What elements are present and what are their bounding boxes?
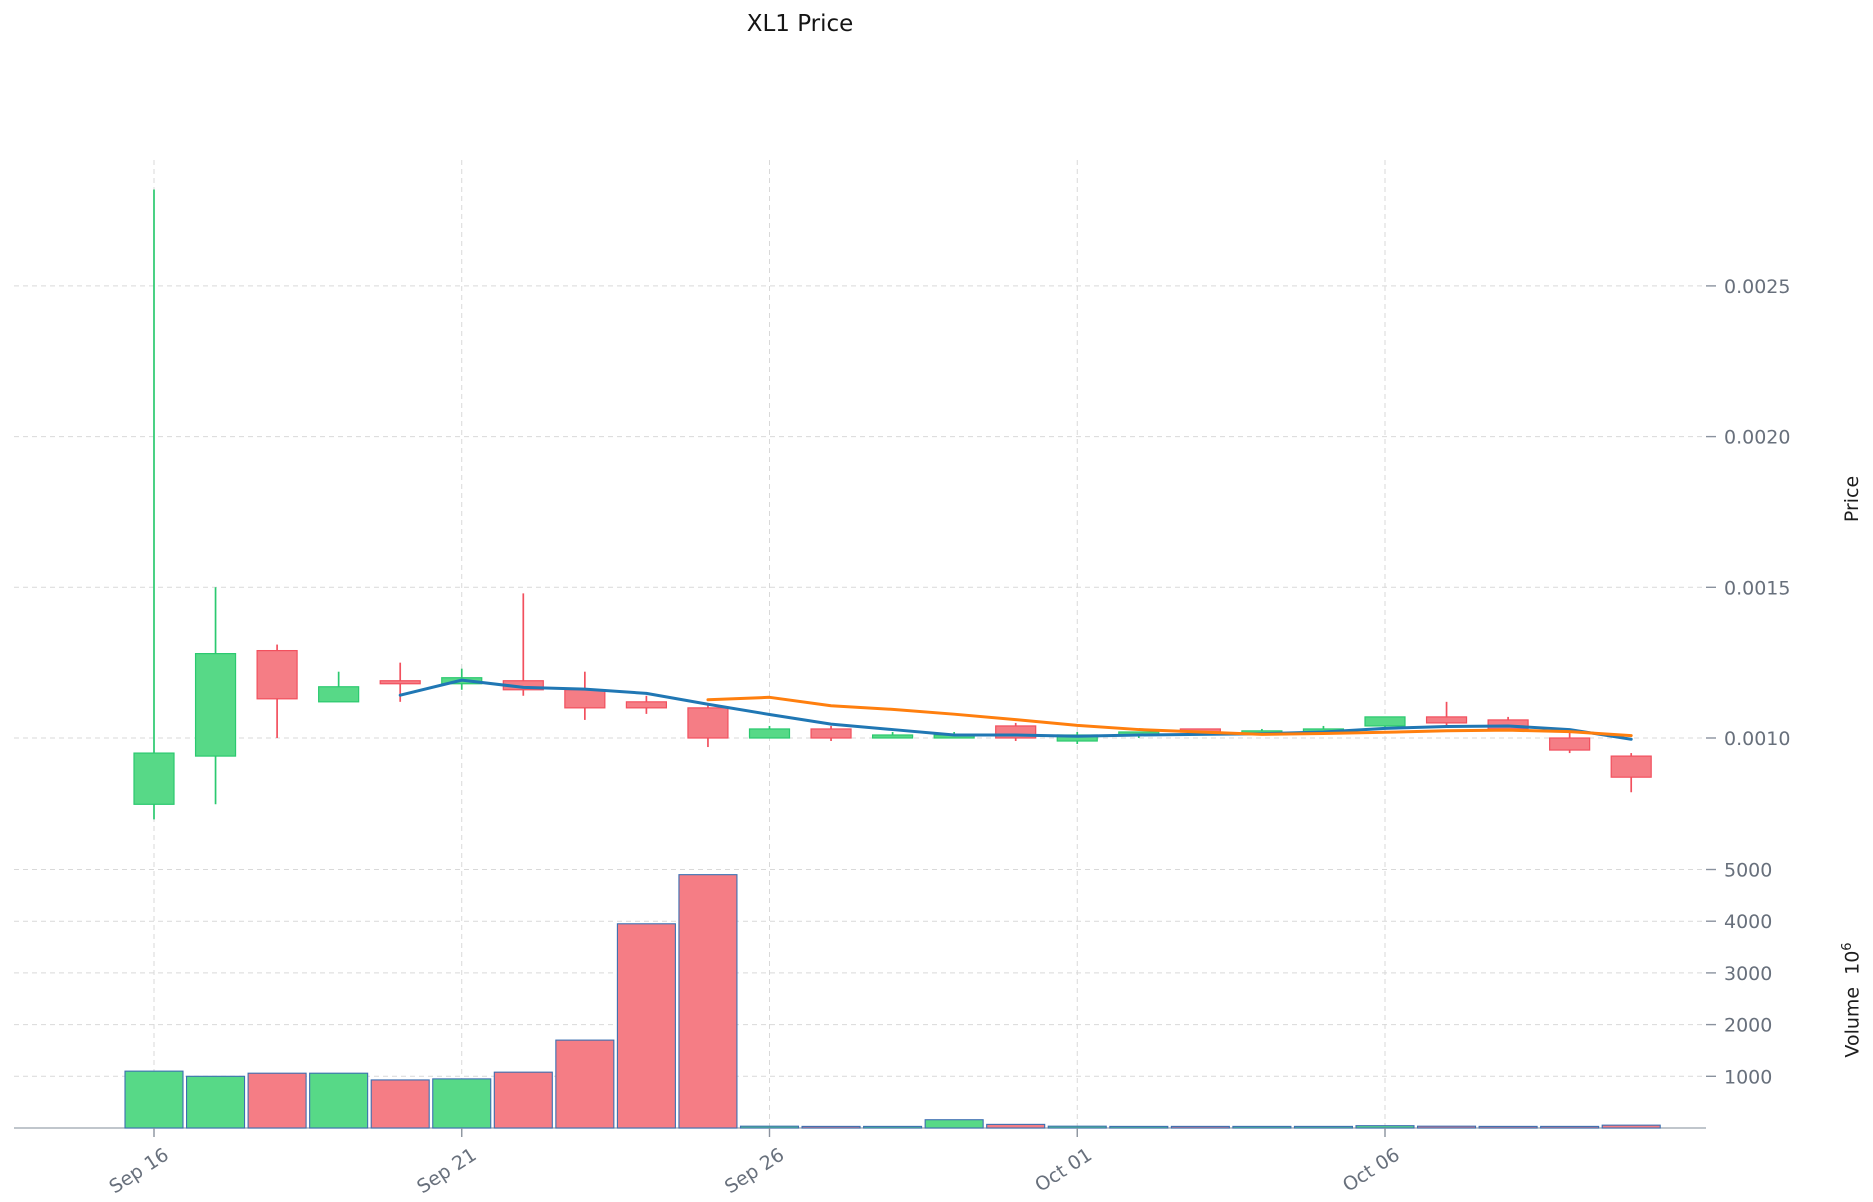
- candle: [871, 731, 914, 739]
- volume-bar: [1417, 1125, 1477, 1129]
- volume-tick-label: 4000: [1724, 911, 1772, 933]
- volume-tick-label: 5000: [1724, 860, 1772, 882]
- candle-body: [1610, 755, 1652, 778]
- candle-body: [256, 649, 298, 700]
- volume-bar: [616, 923, 676, 1129]
- volume-axis-label-text: Volume: [1841, 986, 1864, 1058]
- volume-bar: [370, 1079, 430, 1129]
- volume-bar: [739, 1125, 800, 1129]
- candle: [625, 695, 668, 714]
- candle-body: [194, 653, 237, 757]
- volume-bar: [247, 1072, 307, 1129]
- volume-bar: [555, 1039, 615, 1129]
- candle-body: [379, 680, 421, 685]
- candle: [194, 587, 237, 805]
- candle-body: [1364, 716, 1406, 727]
- volume-bar: [1601, 1124, 1661, 1129]
- x-tick-label: Sep 21: [413, 1144, 480, 1198]
- candle-body: [1549, 737, 1591, 751]
- candle-body: [625, 701, 668, 709]
- volume-bar: [678, 874, 738, 1129]
- volume-bar: [986, 1123, 1046, 1129]
- volume-axis-label: Volume 106: [1840, 942, 1863, 1057]
- price-axis-label-text: Price: [1841, 475, 1863, 523]
- candle-body: [1425, 716, 1468, 724]
- volume-bar: [1170, 1125, 1230, 1129]
- volume-bar: [309, 1072, 369, 1129]
- volume-bar: [186, 1075, 246, 1129]
- candle-body: [318, 686, 360, 703]
- volume-bar: [801, 1125, 861, 1129]
- volume-bar: [432, 1078, 492, 1129]
- price-tick-label: 0.0010: [1724, 728, 1790, 750]
- candle: [748, 725, 791, 739]
- volume-bar: [493, 1071, 553, 1129]
- candle-body: [748, 728, 791, 739]
- price-axis-label: Price: [1841, 476, 1863, 522]
- volume-tick-label: 1000: [1724, 1066, 1772, 1088]
- candle: [687, 704, 729, 748]
- volume-bar: [1293, 1125, 1353, 1129]
- x-tick-label: Oct 06: [1339, 1144, 1404, 1197]
- ma-fast-line: [398, 678, 1633, 741]
- candle: [810, 725, 852, 742]
- candle: [318, 671, 360, 703]
- candle: [256, 644, 298, 738]
- ma-slow-line: [706, 695, 1633, 738]
- volume-bar: [863, 1125, 923, 1129]
- volume-bar: [1478, 1125, 1538, 1129]
- candle: [564, 671, 606, 720]
- volume-tick-label: 3000: [1724, 963, 1772, 985]
- volume-tick-label: 2000: [1724, 1015, 1772, 1037]
- volume-bar: [124, 1070, 184, 1129]
- candle-body: [810, 728, 852, 739]
- volume-axis-unit: 106: [1840, 942, 1864, 975]
- volume-bar: [1355, 1125, 1415, 1129]
- volume-bar: [1540, 1125, 1600, 1129]
- volume-bar: [924, 1119, 984, 1129]
- candle: [502, 593, 544, 696]
- candle: [1549, 731, 1591, 754]
- candle: [995, 722, 1037, 742]
- price-tick-label: 0.0025: [1724, 276, 1790, 298]
- volume-bar: [1109, 1125, 1169, 1129]
- candle: [133, 189, 175, 820]
- x-tick-label: Sep 26: [721, 1144, 788, 1198]
- candle-body: [687, 707, 729, 739]
- volume-bar: [1232, 1125, 1292, 1129]
- candle-body: [564, 689, 606, 709]
- candle-body: [133, 752, 175, 805]
- price-tick-label: 0.0020: [1724, 427, 1790, 449]
- candle-body: [871, 734, 914, 739]
- candle: [1056, 731, 1098, 745]
- price-tick-label: 0.0015: [1724, 577, 1790, 599]
- candle: [1610, 753, 1652, 793]
- x-tick-label: Sep 16: [105, 1144, 172, 1198]
- x-tick-label: Oct 01: [1031, 1144, 1096, 1197]
- chart-title: XL1 Price: [746, 11, 854, 37]
- volume-bar: [1047, 1125, 1107, 1129]
- candle: [1425, 701, 1468, 726]
